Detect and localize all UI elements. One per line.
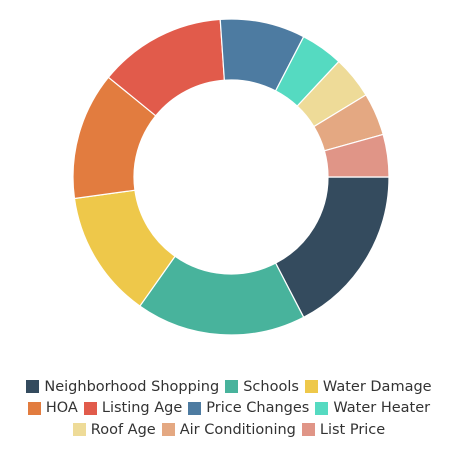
slice-list-price[interactable] [323, 133, 390, 178]
legend-swatch [72, 423, 86, 437]
legend-item-neighborhood-shopping[interactable]: Neighborhood Shopping [26, 378, 219, 396]
legend-item-schools[interactable]: Schools [225, 378, 299, 396]
legend-item-air-conditioning[interactable]: Air Conditioning [161, 421, 296, 439]
legend-item-list-price[interactable]: List Price [301, 421, 386, 439]
legend-swatch [161, 423, 175, 437]
legend-label: Water Heater [333, 400, 431, 417]
legend-label: Schools [243, 378, 299, 395]
legend-row: Roof Age Air Conditioning List Price [0, 419, 458, 441]
legend-row: Neighborhood Shopping Schools Water Damage [0, 376, 458, 398]
legend-swatch [27, 401, 41, 415]
legend-item-water-heater[interactable]: Water Heater [315, 399, 430, 417]
legend-label: Water Damage [322, 378, 432, 395]
legend-swatch [304, 380, 318, 394]
legend-swatch [301, 423, 315, 437]
legend-label: Price Changes [206, 400, 310, 417]
legend-swatch [188, 401, 202, 415]
legend-label: List Price [319, 421, 386, 438]
legend-swatch [315, 401, 329, 415]
legend-label: Neighborhood Shopping [44, 378, 220, 395]
legend-label: Roof Age [90, 421, 156, 438]
legend-swatch [225, 380, 239, 394]
legend-item-roof-age[interactable]: Roof Age [72, 421, 156, 439]
legend-swatch [26, 380, 40, 394]
legend-item-listing-age[interactable]: Listing Age [83, 399, 183, 417]
legend-item-hoa[interactable]: HOA [27, 399, 78, 417]
legend-row: HOA Listing Age Price Changes Water Heater [0, 398, 458, 420]
legend-item-water-damage[interactable]: Water Damage [304, 378, 432, 396]
legend-label: Air Conditioning [179, 421, 296, 438]
legend-item-price-changes[interactable]: Price Changes [188, 399, 309, 417]
legend-label: HOA [45, 400, 78, 417]
legend-swatch [83, 401, 97, 415]
legend: Neighborhood Shopping Schools Water Damage… [0, 376, 458, 441]
legend-label: Listing Age [101, 400, 183, 417]
